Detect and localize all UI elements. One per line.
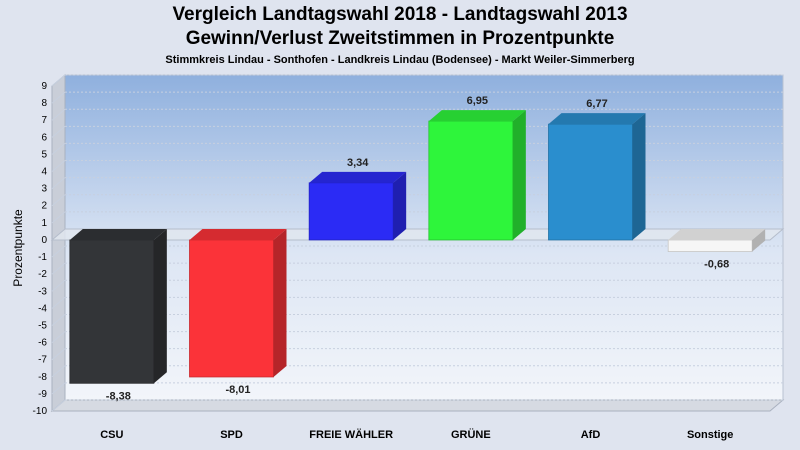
bar-afd xyxy=(548,113,646,241)
y-tick-label: -1 xyxy=(38,252,47,263)
grid-line-side xyxy=(51,399,66,412)
y-tick-label: 5 xyxy=(41,149,47,160)
bar-side xyxy=(153,228,167,384)
x-tick-label: AfD xyxy=(581,429,601,441)
bar-csu xyxy=(69,228,167,384)
grid-line-side xyxy=(51,296,66,309)
y-tick-label: 1 xyxy=(41,218,47,229)
grid-line-side xyxy=(51,331,66,343)
grid-line-side xyxy=(51,160,66,172)
y-tick-label: 0 xyxy=(41,235,47,246)
bar-side xyxy=(393,171,407,240)
grid-line-side xyxy=(51,177,66,190)
chart-region-subtitle: Stimmkreis Lindau - Sonthofen - Landkrei… xyxy=(165,54,635,66)
x-tick-label: Sonstige xyxy=(687,429,733,441)
y-tick-label: 3 xyxy=(41,184,47,195)
y-tick-label: -3 xyxy=(38,286,47,297)
grid-line-side xyxy=(51,365,66,378)
y-tick-label: 4 xyxy=(41,167,47,178)
y-tick-label: 7 xyxy=(41,115,47,126)
bar-spd xyxy=(189,228,287,378)
y-tick-label: 8 xyxy=(41,98,47,109)
bar-freie-wähler xyxy=(308,171,407,241)
grid-line-side xyxy=(51,91,66,104)
bar-top xyxy=(189,228,287,240)
bar-top xyxy=(309,171,407,183)
data-label: -8,01 xyxy=(225,384,250,396)
bar-sonstige xyxy=(667,228,766,252)
grid-line-side xyxy=(51,262,66,275)
bar-side xyxy=(632,113,646,240)
y-tick-label: -10 xyxy=(33,406,48,417)
data-label: 3,34 xyxy=(347,157,369,169)
chart-subtitle: Gewinn/Verlust Zweitstimmen in Prozentpu… xyxy=(185,28,615,49)
x-tick-label: SPD xyxy=(220,429,243,441)
bar-front xyxy=(428,120,514,241)
bar-front xyxy=(667,239,753,252)
data-label: -0,68 xyxy=(704,259,729,271)
bar-grüne xyxy=(428,110,526,241)
plot-floor xyxy=(50,399,785,412)
bar-side xyxy=(273,228,287,377)
y-tick-label: -5 xyxy=(38,320,47,331)
bar-side xyxy=(512,110,526,240)
y-tick-label: -6 xyxy=(38,338,47,349)
bar-front xyxy=(189,239,274,378)
y-tick-label: -2 xyxy=(38,269,47,280)
y-tick-label: -4 xyxy=(38,303,47,314)
grid-line-side xyxy=(51,211,66,224)
grid-line-side xyxy=(51,143,66,155)
grid-line-side xyxy=(51,74,66,87)
data-label: 6,95 xyxy=(467,95,488,107)
data-label: -8,38 xyxy=(106,390,131,402)
chart-title: Vergleich Landtagswahl 2018 - Landtagswa… xyxy=(172,4,628,25)
x-tick-label: GRÜNE xyxy=(451,428,491,441)
bar-front xyxy=(548,123,633,241)
grid-line-side xyxy=(51,314,66,326)
y-tick-label: 6 xyxy=(41,132,47,143)
plot-side-wall xyxy=(51,73,66,413)
y-axis-label: Prozentpunkte xyxy=(11,209,25,287)
bar-top xyxy=(548,113,646,125)
grid-line-side xyxy=(51,194,66,207)
bar-front xyxy=(308,182,394,241)
x-tick-label: CSU xyxy=(100,429,123,441)
y-tick-label: 2 xyxy=(41,201,47,212)
y-tick-label: -8 xyxy=(38,372,47,383)
grid-line-side xyxy=(51,108,66,121)
data-label: 6,77 xyxy=(586,98,607,110)
y-tick-label: -9 xyxy=(38,389,47,400)
bar-side xyxy=(752,228,766,252)
bar-top xyxy=(428,110,526,122)
bar-top xyxy=(69,228,167,240)
bar-front xyxy=(69,239,155,384)
bar-top xyxy=(668,228,766,240)
grid-line-side xyxy=(51,382,66,395)
x-tick-label: FREIE WÄHLER xyxy=(309,428,393,441)
grid-line-side xyxy=(51,279,66,292)
grid-line-side xyxy=(51,348,66,361)
grid-line-side xyxy=(51,125,66,138)
y-tick-label: 9 xyxy=(41,81,47,92)
grid-line-side xyxy=(51,245,66,258)
y-tick-label: -7 xyxy=(38,355,47,366)
